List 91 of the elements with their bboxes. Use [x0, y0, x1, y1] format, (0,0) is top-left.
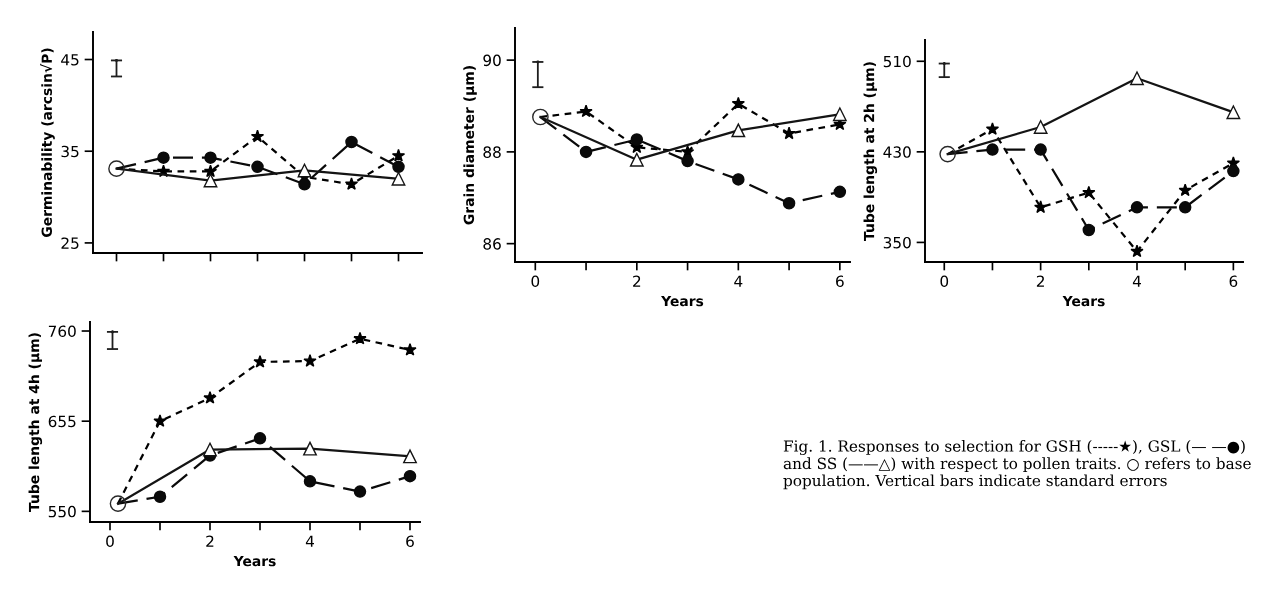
y-axis-title: Tube length at 4h (µm)	[28, 333, 43, 512]
x-tick-label: 2	[1036, 275, 1044, 287]
point	[253, 432, 267, 445]
point	[1033, 119, 1048, 134]
x-tick-label: 4	[1132, 275, 1141, 287]
point	[303, 441, 317, 456]
point	[732, 173, 745, 186]
point	[157, 151, 170, 164]
y-tick-label: 45	[61, 54, 79, 66]
point	[203, 442, 217, 457]
x-axis-title: Years	[233, 555, 276, 567]
point	[630, 133, 644, 146]
y-tick-label: 88	[483, 146, 501, 158]
point	[403, 449, 417, 464]
point	[1082, 185, 1096, 199]
point	[579, 145, 593, 159]
point	[153, 490, 167, 504]
x-tick-label: 2	[206, 535, 214, 547]
point	[203, 391, 217, 404]
point	[681, 154, 694, 168]
x-tick-label: 4	[734, 275, 743, 287]
y-tick-label: 90	[483, 54, 501, 67]
point	[403, 342, 417, 356]
point	[250, 129, 265, 143]
x-tick-label: 6	[836, 275, 844, 288]
y-axis-title: Germinability (arcsin√P)	[40, 48, 55, 238]
y-tick-label: 86	[483, 238, 501, 250]
x-tick-label: 0	[940, 275, 949, 288]
point	[536, 60, 540, 64]
y-tick-label: 510	[883, 55, 911, 68]
point	[353, 485, 367, 498]
point	[303, 475, 317, 488]
y-axis-title: Grain diameter (µm)	[463, 66, 477, 225]
point	[1130, 201, 1144, 214]
point	[203, 164, 218, 178]
x-tick-label: 0	[531, 275, 540, 288]
point	[1226, 105, 1241, 120]
y-axis-title: Tube length at 2h (µm)	[863, 62, 878, 241]
x-tick-label: 6	[1229, 275, 1238, 288]
y-tick-label: 430	[883, 146, 911, 158]
point	[579, 104, 593, 118]
point	[532, 108, 549, 126]
x-axis-title: Years	[661, 295, 704, 307]
point	[629, 152, 644, 167]
point	[1033, 200, 1048, 214]
point	[782, 126, 796, 140]
point	[303, 354, 317, 367]
point	[731, 123, 746, 138]
point	[110, 330, 115, 334]
point	[353, 331, 367, 345]
point	[1227, 164, 1240, 178]
y-tick-label: 655	[48, 415, 76, 428]
point	[203, 173, 218, 188]
point	[391, 171, 406, 186]
y-tick-label: 760	[48, 325, 76, 338]
point	[297, 163, 312, 178]
point	[832, 107, 847, 122]
point	[986, 143, 999, 156]
point	[251, 160, 264, 174]
point	[392, 160, 405, 174]
point	[345, 135, 358, 149]
point	[731, 96, 745, 110]
y-tick-label: 25	[61, 237, 79, 249]
point	[1178, 183, 1192, 197]
y-tick-label: 350	[883, 236, 911, 249]
point	[403, 469, 417, 483]
point	[985, 122, 1000, 135]
point	[108, 160, 125, 177]
point	[253, 354, 267, 368]
point	[1130, 71, 1144, 86]
y-tick-label: 35	[61, 145, 79, 158]
point	[833, 185, 847, 199]
x-tick-label: 4	[305, 535, 314, 547]
point	[1178, 201, 1192, 214]
x-tick-label: 6	[406, 535, 414, 548]
point	[153, 414, 167, 427]
caption: Fig. 1. Responses to selection for GSH (-----★), GSL (— —●) and SS (——△) with respect to pollen traits. ○ refers to base population. Vertical bars indicate standard errors	[783, 440, 1251, 490]
point	[1034, 143, 1047, 156]
point	[298, 177, 311, 191]
x-tick-label: 2	[633, 275, 641, 287]
point	[204, 151, 217, 164]
point	[939, 145, 956, 163]
x-tick-label: 0	[106, 535, 114, 548]
point	[1130, 244, 1144, 258]
point	[391, 148, 406, 162]
point	[344, 177, 359, 190]
point	[109, 495, 127, 512]
point	[782, 197, 796, 210]
y-tick-label: 550	[48, 505, 76, 518]
x-axis-title: Years	[1062, 295, 1105, 307]
point	[1082, 223, 1096, 237]
